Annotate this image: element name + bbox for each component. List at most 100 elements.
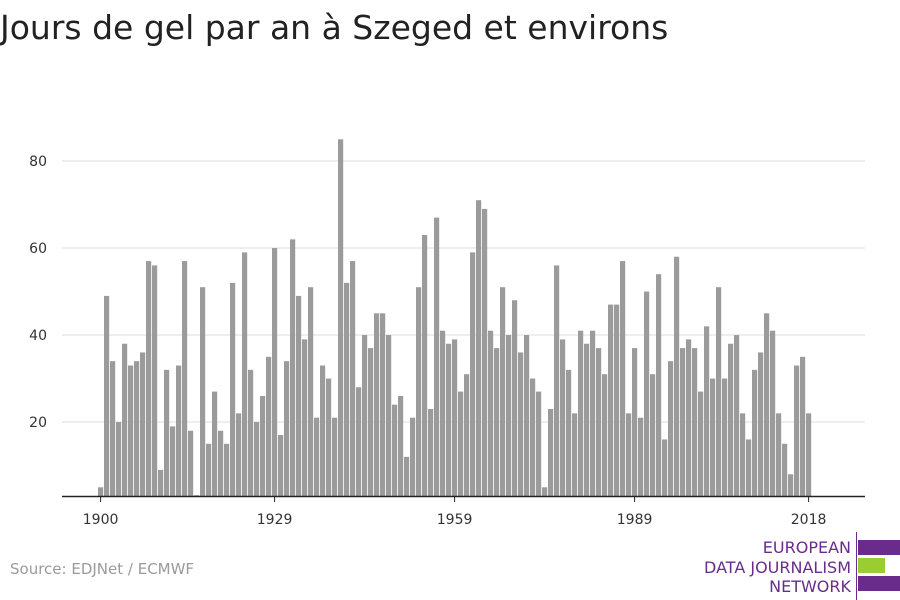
bar-1991 (644, 291, 650, 496)
x-axis (62, 495, 865, 502)
bar-1994 (662, 439, 668, 496)
bar-1992 (650, 374, 656, 496)
bar-1963 (476, 200, 482, 496)
bar-2004 (722, 378, 728, 496)
bar-1941 (344, 282, 350, 496)
bar-1996 (674, 256, 680, 496)
bar-1982 (590, 330, 596, 496)
bar-1989 (632, 348, 638, 496)
bar-1917 (200, 287, 206, 496)
bar-1930 (278, 435, 284, 496)
bar-1955 (428, 409, 434, 496)
bar-2007 (740, 413, 746, 496)
bar-1900 (98, 487, 104, 496)
bar-1949 (392, 404, 398, 496)
bar-1943 (356, 387, 362, 496)
bar-2017 (800, 356, 806, 496)
bar-1976 (554, 265, 560, 496)
bar-1980 (578, 330, 584, 496)
bar-1929 (272, 248, 278, 496)
bar-1970 (518, 352, 524, 496)
bar-1909 (152, 265, 158, 496)
bar-1939 (332, 417, 338, 496)
bar-1985 (608, 304, 614, 496)
bar-1908 (146, 261, 152, 496)
bar-1956 (434, 217, 440, 496)
bar-1921 (224, 443, 230, 496)
bar-1906 (134, 361, 140, 496)
bar-1987 (620, 261, 626, 496)
bar-1984 (602, 374, 608, 496)
bar-1974 (542, 487, 548, 496)
bar-1975 (548, 409, 554, 496)
bar-1947 (380, 313, 386, 496)
bar-1999 (692, 348, 698, 496)
bar-1911 (164, 369, 170, 496)
bar-1972 (530, 378, 536, 496)
bar-1926 (254, 422, 260, 496)
bar-1964 (482, 208, 488, 496)
bar-1969 (512, 300, 518, 496)
y-tick-labels: 20 40 60 80 (29, 154, 47, 431)
bar-1902 (110, 361, 116, 496)
bar-1950 (398, 395, 404, 496)
logo-divider (856, 532, 857, 600)
y-tick-label-80: 80 (29, 154, 47, 170)
bar-1910 (158, 469, 164, 496)
bar-1978 (566, 369, 572, 496)
x-tick-label-2018: 2018 (791, 512, 827, 528)
bar-1952 (410, 417, 416, 496)
bar-1901 (104, 295, 110, 496)
x-tick-label-1959: 1959 (437, 512, 473, 528)
bar-1937 (320, 365, 326, 496)
bar-1979 (572, 413, 578, 496)
chart-title: Jours de gel par an à Szeged et environs (0, 8, 669, 47)
bar-1986 (614, 304, 620, 496)
bar-1988 (626, 413, 632, 496)
y-tick-label-60: 60 (29, 241, 47, 257)
bar-1993 (656, 274, 662, 496)
bar-1933 (296, 295, 302, 496)
bar-2006 (734, 335, 740, 496)
bar-1958 (446, 343, 452, 496)
logo-bar-green (858, 558, 885, 573)
bar-1990 (638, 417, 644, 496)
bar-2001 (704, 326, 710, 496)
x-tick-label-1900: 1900 (83, 512, 119, 528)
bar-1954 (422, 235, 428, 496)
bar-2002 (710, 378, 716, 496)
bar-1948 (386, 335, 392, 496)
bar-1932 (290, 239, 296, 496)
bar-1923 (236, 413, 242, 496)
bar-1915 (188, 430, 194, 496)
bar-2000 (698, 391, 704, 496)
bar-1998 (686, 339, 692, 496)
x-tick-label-1929: 1929 (257, 512, 293, 528)
bar-1919 (212, 391, 218, 496)
bar-1942 (350, 261, 356, 496)
bar-1927 (260, 395, 266, 496)
bar-1940 (338, 139, 344, 497)
bar-1918 (206, 443, 212, 496)
bar-1905 (128, 365, 134, 496)
bar-2018 (806, 413, 812, 496)
bar-1931 (284, 361, 290, 496)
bar-2014 (782, 443, 788, 496)
bar-2003 (716, 287, 722, 496)
bar-2010 (758, 352, 764, 496)
bar-1934 (302, 339, 308, 496)
bar-chart: 20 40 60 80 1900 1929 1959 1989 2018 (29, 139, 865, 528)
source-note: Source: EDJNet / ECMWF (10, 560, 195, 578)
x-tick-label-1989: 1989 (617, 512, 653, 528)
bar-1928 (266, 356, 272, 496)
bar-1912 (170, 426, 176, 496)
bar-1977 (560, 339, 566, 496)
bar-1920 (218, 430, 224, 496)
bar-2011 (764, 313, 770, 496)
bars (98, 139, 812, 497)
bar-1968 (506, 335, 512, 496)
bar-1916 (194, 495, 200, 496)
bar-1907 (140, 352, 146, 496)
bar-2008 (746, 439, 752, 496)
bar-1945 (368, 348, 374, 496)
